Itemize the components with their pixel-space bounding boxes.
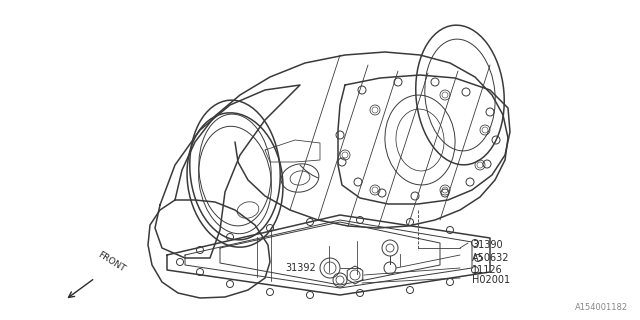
Text: 11126: 11126	[472, 265, 503, 275]
Text: FRONT: FRONT	[96, 250, 127, 274]
Text: 31390: 31390	[472, 240, 502, 250]
Text: A154001182: A154001182	[575, 303, 628, 312]
Text: H02001: H02001	[472, 275, 510, 285]
Text: 31392: 31392	[285, 263, 316, 273]
Text: A50632: A50632	[472, 253, 509, 263]
